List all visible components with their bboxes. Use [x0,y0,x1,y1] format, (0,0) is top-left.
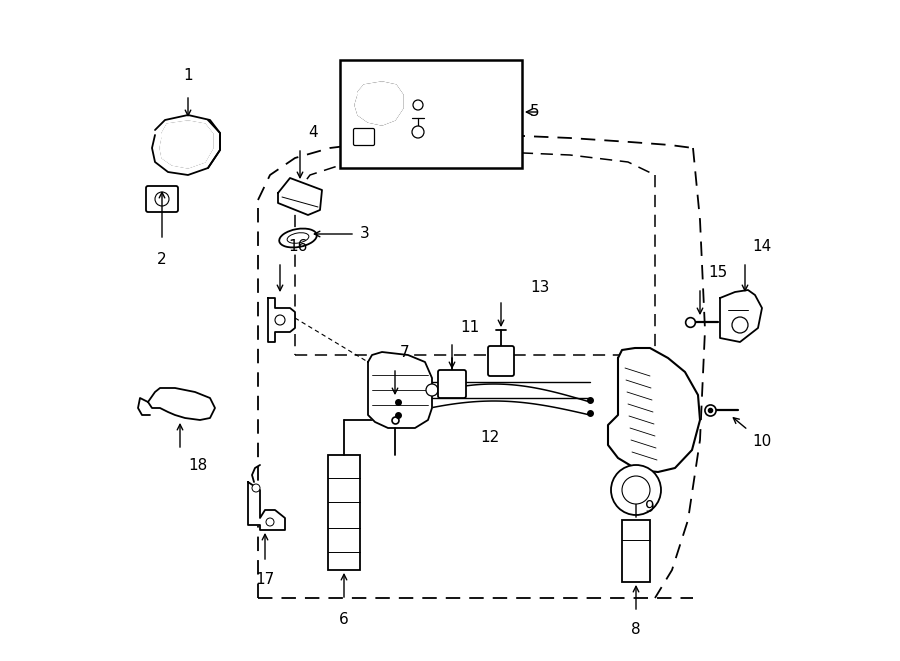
Text: 3: 3 [360,227,370,241]
Ellipse shape [287,233,309,243]
Polygon shape [355,82,403,125]
Text: 12: 12 [481,430,500,445]
Ellipse shape [279,229,317,247]
Text: 4: 4 [308,125,318,140]
Text: 13: 13 [530,280,549,295]
Polygon shape [248,482,285,530]
Circle shape [426,384,438,396]
Circle shape [412,126,424,138]
Text: 15: 15 [708,265,727,280]
Polygon shape [720,290,762,342]
Bar [328,455,360,570]
Text: 1: 1 [184,68,193,83]
Circle shape [155,192,169,206]
Polygon shape [148,388,215,420]
Text: 2: 2 [158,252,166,267]
Text: 7: 7 [400,345,410,360]
Text: 16: 16 [288,239,308,254]
Text: 14: 14 [752,239,771,254]
Polygon shape [152,115,220,175]
Text: 10: 10 [752,434,771,449]
Text: 9: 9 [645,500,655,516]
Text: 11: 11 [460,320,479,335]
Polygon shape [268,298,295,342]
Circle shape [266,518,274,526]
Text: 6: 6 [339,612,349,627]
Circle shape [413,100,423,110]
FancyBboxPatch shape [354,128,374,145]
FancyBboxPatch shape [488,346,514,376]
Text: 17: 17 [256,572,274,587]
Circle shape [252,484,260,492]
FancyBboxPatch shape [146,186,178,212]
FancyBboxPatch shape [438,370,466,398]
Polygon shape [160,121,213,168]
Text: 8: 8 [631,622,641,637]
Polygon shape [278,178,322,215]
Bar [622,520,650,582]
Text: 5: 5 [530,104,540,120]
Circle shape [275,315,285,325]
Circle shape [732,317,748,333]
Text: 18: 18 [188,458,207,473]
Bar [340,60,522,168]
Polygon shape [368,352,432,428]
Circle shape [622,476,650,504]
Circle shape [611,465,661,515]
Polygon shape [608,348,700,472]
